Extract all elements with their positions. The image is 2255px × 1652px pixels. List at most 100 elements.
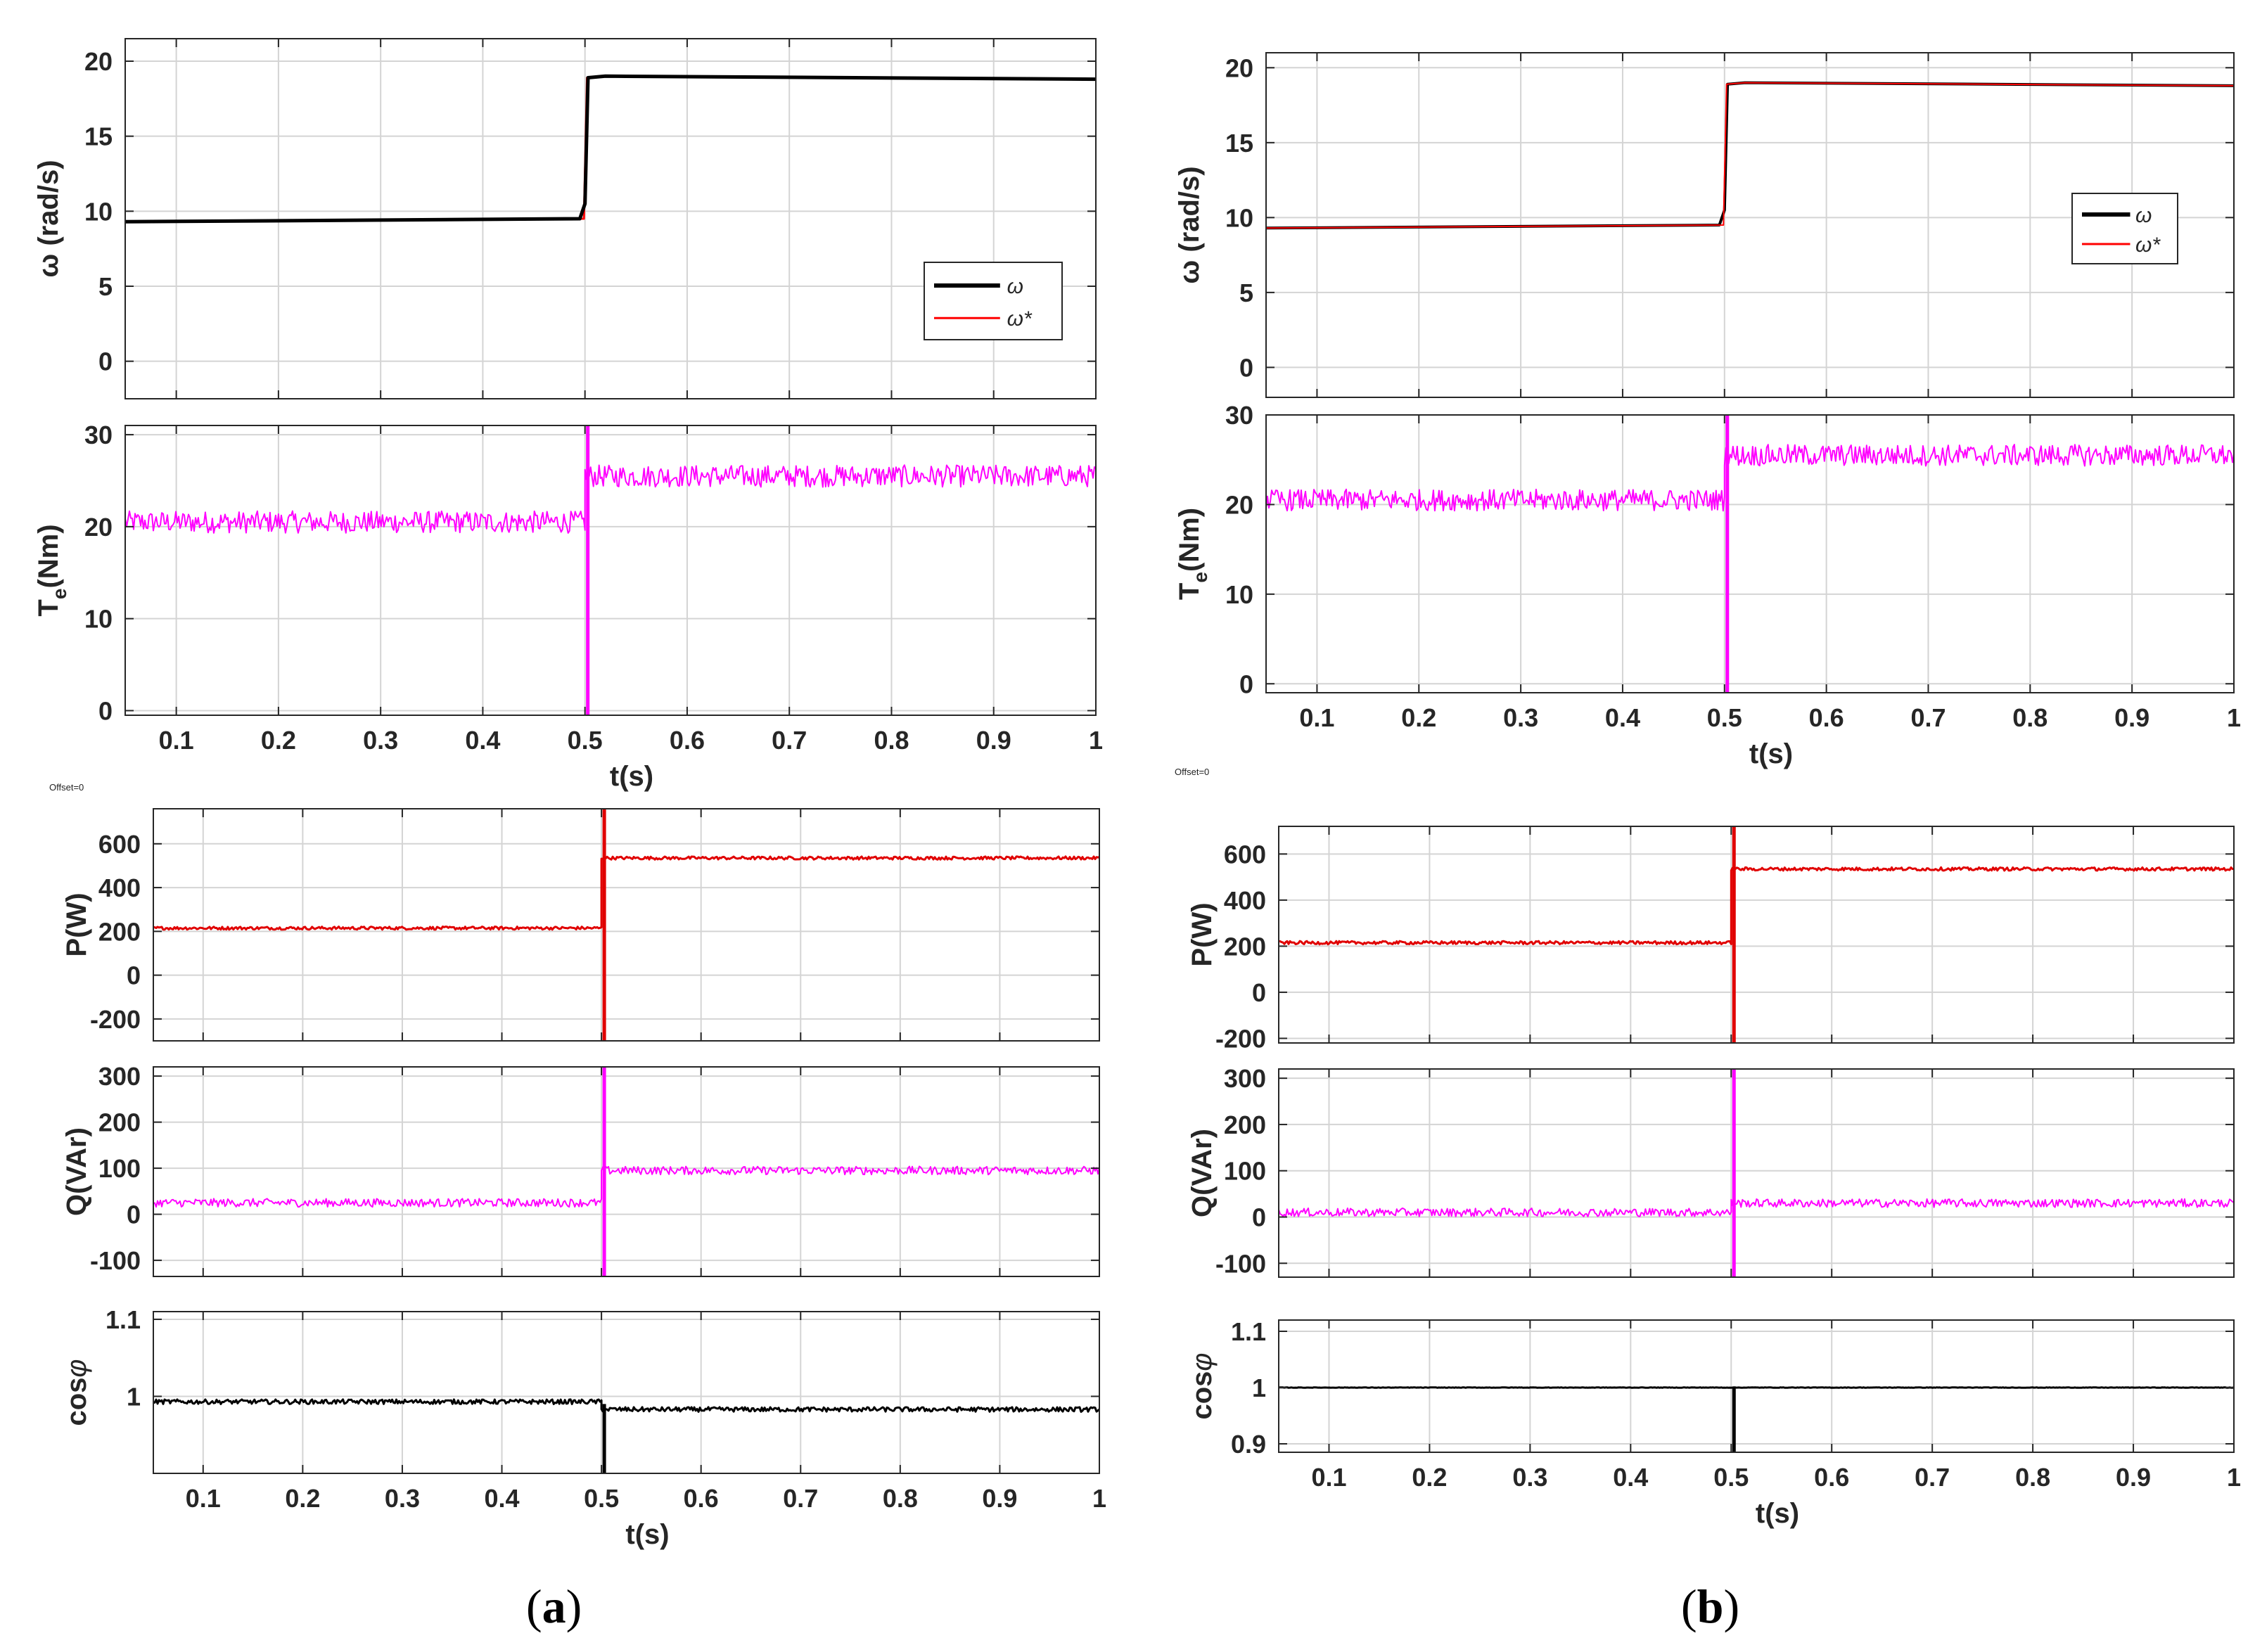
series-line-Q [1278, 1198, 2235, 1217]
x-tick-label: 0.5 [1707, 703, 1742, 732]
y-tick-label: 0 [1239, 353, 1253, 382]
series-line-Te [124, 464, 1097, 534]
x-tick-label: 0.6 [670, 726, 705, 755]
y-tick-label: 20 [1225, 490, 1253, 519]
y-tick-label: 1 [1252, 1374, 1266, 1402]
y-tick-label: 20 [84, 47, 113, 76]
x-tick-label: 0.4 [1613, 1463, 1648, 1492]
y-tick-label: -100 [1215, 1249, 1266, 1278]
y-tick-label: 15 [84, 122, 113, 151]
y-tick-label: -100 [90, 1246, 141, 1275]
x-tick-label: 0.8 [2012, 703, 2048, 732]
y-tick-label: 0 [127, 1200, 141, 1229]
y-axis-label: Te(Nm) [33, 524, 70, 616]
axes-frame [1278, 826, 2235, 1044]
subplot-a-4: -100 0 100 200 300 Q(VAr) [61, 1062, 1100, 1277]
x-tick-label: 0.5 [1713, 1463, 1749, 1492]
caption-a: (a) [526, 1580, 582, 1633]
axes-frame [124, 425, 1097, 716]
x-tick-label: 0.4 [485, 1484, 520, 1513]
y-axis-label: ω (rad/s) [33, 160, 64, 277]
x-tick-label: 0.3 [363, 726, 398, 755]
y-tick-label: 15 [1225, 129, 1253, 158]
y-tick-label: 200 [1224, 1110, 1266, 1139]
series-line-cosφ [153, 1398, 1101, 1413]
axes-frame [1278, 1068, 2235, 1278]
y-tick-label: 0 [1252, 1203, 1266, 1231]
x-tick-label: 0.5 [568, 726, 603, 755]
x-axis-label: t(s) [610, 761, 653, 792]
subplot-b-5: 0.1 0.2 0.3 0.4 0.5 0.6 0.7 0.8 0.9 1 0.9 1 1.1 t(s) c… [1187, 1317, 2241, 1529]
subplot-a-3: -200 0 200 400 600 P(W) [61, 808, 1100, 1042]
y-tick-label: 0.9 [1231, 1430, 1266, 1459]
x-tick-label: 0.9 [976, 726, 1011, 755]
series-line-P [153, 855, 1100, 931]
subplot-b-2: 0.1 0.2 0.3 0.4 0.5 0.6 0.7 0.8 0.9 10102030t(s)T… [1174, 401, 2241, 769]
plot-area [125, 425, 1096, 715]
offset-label: Offset=0 [49, 782, 84, 793]
series-line-Q [153, 1165, 1100, 1208]
y-tick-label: 5 [98, 272, 113, 301]
x-tick-label: 0.3 [1503, 703, 1538, 732]
y-tick-label: 1.1 [106, 1305, 141, 1334]
x-tick-label: 0.7 [1915, 1463, 1950, 1492]
x-tick-label: 1 [1089, 726, 1103, 755]
legend: ω ω* [924, 262, 1063, 340]
y-tick-label: 200 [98, 1108, 141, 1137]
x-tick-label: 0.1 [1299, 703, 1334, 732]
y-tick-label: 10 [84, 605, 113, 634]
x-tick-label: 1 [2227, 1463, 2241, 1492]
x-tick-label: 0.9 [982, 1484, 1017, 1513]
y-tick-label: 200 [1224, 932, 1266, 961]
x-tick-label: 0.2 [285, 1484, 320, 1513]
axes-frame [1265, 414, 2235, 693]
caption-b: (b) [1681, 1580, 1740, 1633]
subplot-b-3: -200 0 200 400 600 P(W) [1187, 826, 2235, 1053]
legend-box [924, 262, 1063, 340]
y-axis-label: Q(VAr) [61, 1127, 92, 1216]
series-line-ω [124, 74, 1097, 224]
y-tick-label: 400 [1224, 886, 1266, 915]
x-tick-label: 1 [2227, 703, 2241, 732]
y-tick-label: 400 [98, 873, 141, 902]
plot-area [1266, 415, 2234, 693]
axes-frame [153, 1311, 1100, 1474]
x-tick-label: 1 [1092, 1484, 1106, 1513]
y-axis-label: P(W) [61, 892, 92, 956]
x-tick-label: 0.3 [1512, 1463, 1547, 1492]
y-tick-label: 1.1 [1231, 1317, 1266, 1346]
legend-entry: ω [2135, 204, 2152, 227]
series-line-P [1278, 866, 2234, 946]
y-tick-label: 300 [98, 1062, 141, 1091]
axes-frame [1278, 1319, 2235, 1453]
x-tick-label: 0.5 [584, 1484, 619, 1513]
y-axis-label: P(W) [1187, 902, 1218, 966]
y-tick-label: 5 [1239, 278, 1253, 307]
x-tick-label: 0.2 [261, 726, 296, 755]
y-axis-label: Te(Nm) [1174, 508, 1211, 600]
axes-frame [124, 38, 1097, 399]
axes-frame [1265, 52, 2235, 398]
y-tick-label: 0 [1252, 978, 1266, 1007]
y-tick-label: 600 [98, 830, 141, 859]
x-tick-label: 0.4 [1605, 703, 1640, 732]
x-axis-label: t(s) [625, 1519, 669, 1550]
x-axis-label: t(s) [1749, 738, 1793, 769]
subplot-b-1: 0 5 10 15 20 ω (rad/s) ω ω* [1174, 52, 2235, 398]
plot-area [125, 39, 1096, 399]
y-tick-label: 30 [84, 421, 113, 449]
subplot-b-4: -100 0 100 200 300 Q(VAr) [1187, 1064, 2235, 1278]
y-axis-label: cosφ [1187, 1352, 1218, 1419]
axes-frame [153, 1066, 1100, 1277]
series-line-Te [1265, 444, 2235, 512]
y-tick-label: 0 [127, 961, 141, 990]
y-tick-label: 600 [1224, 840, 1266, 869]
y-tick-label: 0 [98, 696, 113, 725]
y-tick-label: 1 [127, 1382, 141, 1411]
y-axis-label: ω (rad/s) [1174, 166, 1205, 283]
x-tick-label: 0.9 [2116, 1463, 2151, 1492]
y-axis-label: Q(VAr) [1187, 1129, 1218, 1217]
y-tick-label: 30 [1225, 401, 1253, 430]
legend: ω ω* [2071, 193, 2178, 264]
